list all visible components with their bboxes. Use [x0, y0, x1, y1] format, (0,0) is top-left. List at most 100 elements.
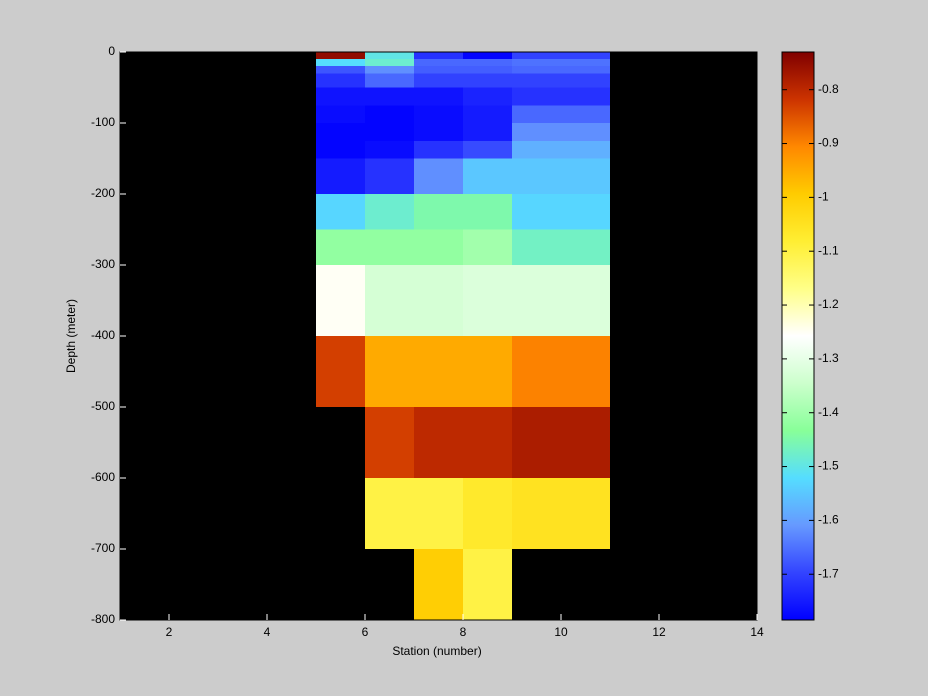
x-tick-label: 10: [554, 625, 568, 639]
heatmap-cell: [316, 265, 365, 336]
colorbar-tick-label: -1.4: [818, 405, 839, 419]
colorbar-tick-label: -1.3: [818, 351, 839, 365]
x-tick-label: 4: [264, 625, 271, 639]
heatmap-cell: [463, 265, 512, 336]
heatmap-cell: [365, 194, 414, 230]
heatmap-cell: [365, 478, 414, 549]
heatmap-cell: [365, 87, 414, 106]
y-tick-label: -700: [91, 541, 115, 555]
heatmap-cell: [512, 194, 610, 230]
heatmap-cell: [463, 59, 512, 67]
heatmap-cell: [463, 73, 512, 88]
heatmap-cell: [463, 66, 512, 74]
heatmap-cell: [365, 66, 414, 74]
x-tick-label: 12: [652, 625, 666, 639]
heatmap-cell: [365, 140, 414, 159]
heatmap-cell: [414, 87, 463, 106]
heatmap-cell: [463, 478, 512, 549]
heatmap-cell: [463, 140, 512, 159]
heatmap-cell: [414, 478, 463, 549]
heatmap-cell: [316, 229, 365, 265]
colorbar-tick-label: -0.9: [818, 136, 839, 150]
heatmap-cell: [414, 407, 463, 478]
heatmap-cell: [512, 66, 610, 74]
heatmap-cell: [512, 140, 610, 159]
colorbar-tick-label: -1.5: [818, 459, 839, 473]
x-tick-label: 2: [166, 625, 173, 639]
heatmap-cell: [316, 194, 365, 230]
heatmap-cell: [365, 73, 414, 88]
heatmap-cell: [316, 59, 365, 67]
heatmap-cell: [365, 407, 414, 478]
heatmap-cell: [316, 105, 365, 123]
heatmap-cell: [414, 229, 463, 265]
heatmap-cell: [512, 407, 610, 478]
heatmap-cell: [365, 105, 414, 123]
y-tick-label: -600: [91, 470, 115, 484]
heatmap-cell: [512, 73, 610, 88]
heatmap-cell: [463, 105, 512, 123]
heatmap-cell: [414, 336, 463, 407]
colorbar-tick-label: -1: [818, 190, 829, 204]
heatmap-cell: [365, 52, 414, 60]
colorbar: [781, 51, 815, 621]
heatmap-cell: [316, 52, 365, 60]
y-tick-label: -800: [91, 612, 115, 626]
heatmap-cell: [512, 123, 610, 141]
y-tick-label: -300: [91, 257, 115, 271]
heatmap-cell: [512, 478, 610, 549]
heatmap-cell: [463, 158, 512, 194]
heatmap-cell: [316, 73, 365, 88]
heatmap-cell: [463, 123, 512, 141]
y-tick-label: 0: [108, 44, 115, 58]
x-tick-label: 8: [460, 625, 467, 639]
colorbar-tick-label: -0.8: [818, 82, 839, 96]
heatmap-cell: [414, 105, 463, 123]
y-tick-label: -100: [91, 115, 115, 129]
heatmap-cell: [414, 549, 463, 620]
heatmap-cell: [414, 194, 463, 230]
heatmap-cell: [463, 229, 512, 265]
heatmap-cell: [365, 265, 414, 336]
heatmap-cell: [414, 59, 463, 67]
colorbar-tick-label: -1.7: [818, 566, 839, 580]
heatmap-cell: [414, 265, 463, 336]
y-tick-label: -500: [91, 399, 115, 413]
heatmap-cell: [414, 158, 463, 194]
heatmap-cell: [512, 52, 610, 60]
heatmap-cell: [512, 105, 610, 123]
heatmap-cell: [316, 336, 365, 407]
x-tick-label: 14: [750, 625, 764, 639]
heatmap-cell: [463, 194, 512, 230]
heatmap-cell: [512, 265, 610, 336]
x-tick-label: 6: [362, 625, 369, 639]
heatmap-cell: [512, 229, 610, 265]
heatmap-cell: [365, 336, 414, 407]
heatmap-cell: [316, 87, 365, 106]
heatmap-cell: [365, 229, 414, 265]
colorbar-tick-label: -1.2: [818, 297, 839, 311]
heatmap-cell: [512, 59, 610, 67]
heatmap-cell: [365, 158, 414, 194]
heatmap-cell: [365, 59, 414, 67]
heatmap-cell: [414, 73, 463, 88]
heatmap-cell: [512, 336, 610, 407]
heatmap-cell: [463, 549, 512, 620]
heatmap-cell: [463, 336, 512, 407]
colorbar-tick-label: -1.6: [818, 513, 839, 527]
heatmap-cell: [463, 52, 512, 60]
heatmap-cell: [463, 87, 512, 106]
y-tick-label: -200: [91, 186, 115, 200]
colorbar-tick-label: -1.1: [818, 243, 839, 257]
heatmap-cell: [316, 140, 365, 159]
heatmap-cell: [365, 123, 414, 141]
heatmap-cell: [512, 87, 610, 106]
heatmap-cell: [316, 66, 365, 74]
heatmap-cell: [414, 123, 463, 141]
heatmap-cell: [414, 52, 463, 60]
x-axis-label: Station (number): [392, 644, 481, 658]
y-tick-label: -400: [91, 328, 115, 342]
heatmap-cell: [463, 407, 512, 478]
heatmap-cell: [316, 123, 365, 141]
